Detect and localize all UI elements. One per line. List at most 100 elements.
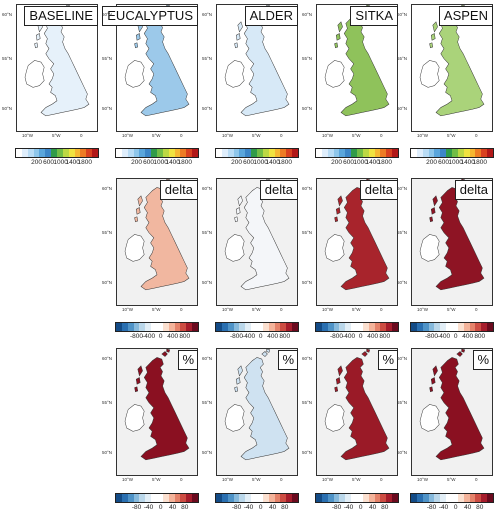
colorbar-swatch: [239, 494, 246, 502]
colorbar-swatch: [257, 149, 263, 157]
hebrides-shape: [334, 195, 343, 223]
colorbar-tick-label: -40: [343, 504, 354, 511]
colorbar-tick-label: 1000: [448, 159, 463, 166]
lon-label: 5°W: [352, 307, 361, 312]
ireland-shape: [124, 60, 145, 88]
colorbar-tick-label: 200: [31, 159, 42, 166]
colorbar-swatch: [268, 323, 275, 331]
great-britain-shape: [240, 357, 290, 461]
colorbar-swatch: [192, 149, 199, 157]
colorbar-tick-label: 800: [379, 333, 391, 340]
colorbar-swatch: [380, 149, 387, 157]
lon-label: 5°W: [352, 133, 361, 138]
colorbar-swatch: [251, 149, 258, 157]
lat-label: 50°N: [302, 106, 313, 111]
colorbar-tick-label: 0: [358, 333, 363, 340]
colorbar-swatch: [487, 149, 494, 157]
lon-label: 10°W: [322, 133, 334, 138]
colorbar-tick-label: 40: [269, 504, 277, 511]
colorbar-swatch: [274, 149, 281, 157]
ireland-shape: [124, 234, 145, 262]
colorbar-swatch: [368, 149, 375, 157]
colorbar-swatch: [416, 323, 423, 331]
colorbar-swatch: [45, 149, 52, 157]
colorbar: [410, 148, 494, 158]
colorbar: [115, 322, 199, 332]
lat-label: 50°N: [102, 450, 113, 455]
lon-label: 5°W: [152, 133, 161, 138]
ireland-shape: [224, 234, 245, 262]
colorbar-swatch: [151, 149, 158, 157]
colorbar-swatch: [174, 494, 181, 502]
colorbar-swatch: [174, 149, 181, 157]
great-britain-shape: [340, 13, 390, 117]
colorbar-swatch: [386, 494, 393, 502]
colorbar-tick-label: -400: [342, 333, 356, 340]
lon-label: 5°W: [252, 133, 261, 138]
lat-label: 50°N: [397, 450, 408, 455]
colorbar-swatch: [422, 323, 429, 331]
colorbar-swatch: [386, 323, 393, 331]
colorbar: [315, 322, 399, 332]
colorbar-swatch: [62, 149, 69, 157]
colorbar-tick-label: 1000: [353, 159, 368, 166]
colorbar-swatch: [121, 323, 128, 331]
land-map: [419, 5, 485, 117]
lon-label: 10°W: [22, 133, 34, 138]
colorbar-swatch: [145, 323, 152, 331]
land-map: [324, 349, 390, 461]
colorbar-swatch: [27, 149, 34, 157]
lat-label: 55°N: [302, 400, 313, 405]
colorbar-tick-label: 40: [464, 504, 472, 511]
lon-label: 0: [380, 133, 383, 138]
lat-label: 50°N: [202, 450, 213, 455]
land-map: [124, 349, 190, 461]
great-britain-shape: [140, 357, 190, 461]
colorbar-swatch: [186, 494, 193, 502]
lat-label: 60°N: [202, 186, 213, 191]
colorbar-swatch: [411, 494, 417, 502]
lon-label: 10°W: [417, 477, 429, 482]
great-britain-shape: [340, 187, 390, 291]
colorbar-swatch: [469, 323, 476, 331]
great-britain-shape: [140, 187, 190, 291]
colorbar-swatch: [192, 494, 199, 502]
colorbar-swatch: [233, 494, 240, 502]
lat-label: 50°N: [397, 280, 408, 285]
colorbar-swatch: [180, 149, 187, 157]
colorbar-swatch: [139, 323, 146, 331]
colorbar-swatch: [316, 149, 322, 157]
colorbar-tick-label: 800: [279, 333, 291, 340]
colorbar-swatch: [469, 149, 476, 157]
lon-label: 5°W: [352, 477, 361, 482]
northern-isles-shape: [261, 349, 271, 357]
ireland-shape: [419, 60, 440, 88]
lon-label: 10°W: [322, 477, 334, 482]
colorbar-swatch: [392, 149, 399, 157]
lat-label: 50°N: [202, 106, 213, 111]
map-panel-absolute-2: ALDER 60°N 55°N 50°N 10°W 5°W 0: [202, 4, 298, 138]
great-britain-shape: [40, 13, 90, 117]
colorbar-swatch: [157, 494, 163, 502]
colorbar-tick-label: 1800: [472, 159, 487, 166]
colorbar-swatch: [116, 149, 122, 157]
colorbar-swatch: [227, 494, 234, 502]
colorbar-tick-label: 0: [258, 504, 263, 511]
ireland-shape: [324, 404, 345, 432]
colorbar-tick-label: 200: [426, 159, 437, 166]
colorbar-tick-label: 0: [158, 333, 163, 340]
colorbar-swatch: [74, 149, 81, 157]
colorbar-swatch: [33, 149, 40, 157]
colorbar-swatch: [374, 149, 381, 157]
lat-label: 50°N: [102, 280, 113, 285]
colorbar-swatch: [316, 494, 322, 502]
hebrides-shape: [429, 195, 438, 223]
lon-label: 0: [80, 133, 83, 138]
colorbar-tick-label: 0: [258, 333, 263, 340]
colorbar-tick-label: 600: [43, 159, 54, 166]
colorbar-swatch: [221, 149, 228, 157]
lat-label: 50°N: [302, 280, 313, 285]
colorbar-swatch: [368, 494, 375, 502]
colorbar-swatch: [286, 323, 293, 331]
colorbar-swatch: [362, 323, 369, 331]
